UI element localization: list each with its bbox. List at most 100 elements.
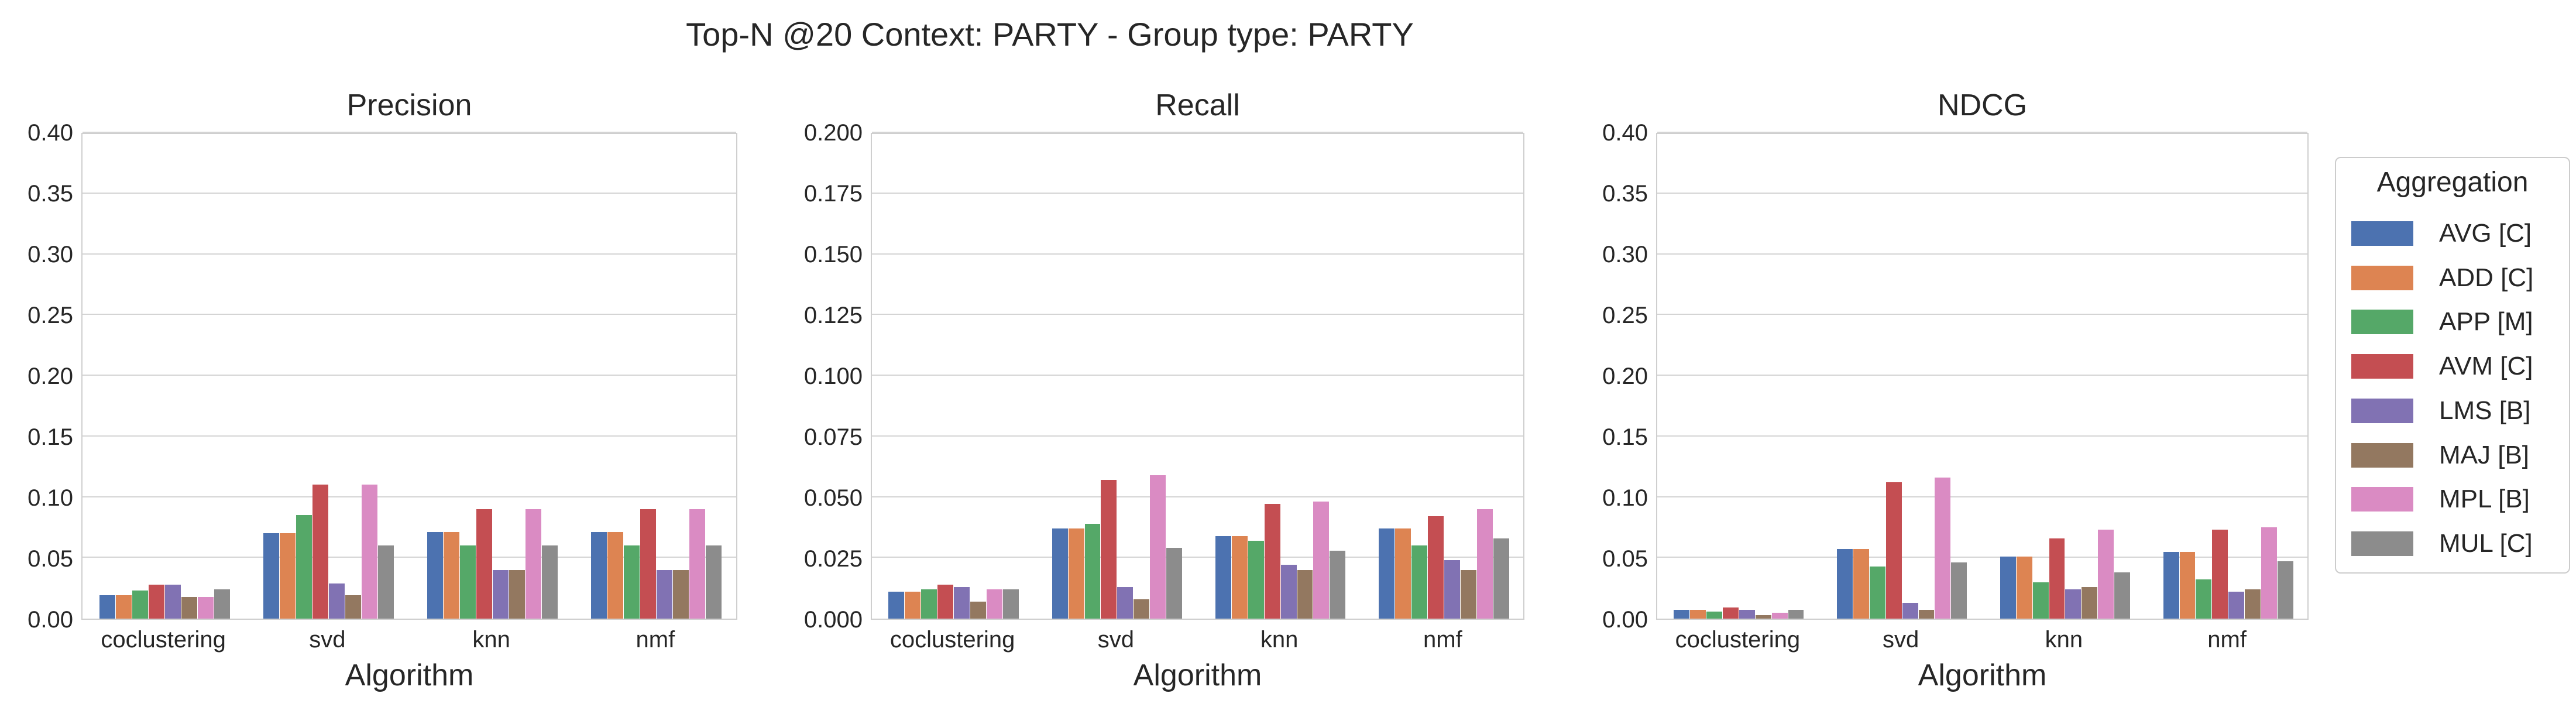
- legend-item: AVG [C]: [2351, 219, 2560, 248]
- bar: [263, 533, 279, 619]
- bar: [1248, 541, 1264, 619]
- bar: [905, 592, 921, 619]
- bar: [2065, 589, 2082, 619]
- y-tick-label: 0.00: [1602, 607, 1648, 633]
- figure-title: Top-N @20 Context: PARTY - Group type: P…: [686, 16, 1414, 53]
- bar: [1460, 570, 1476, 619]
- legend-item: ADD [C]: [2351, 263, 2560, 293]
- bar: [197, 597, 214, 619]
- bar: [460, 545, 476, 619]
- bar: [181, 597, 197, 619]
- gridline: [83, 253, 736, 255]
- gridline: [872, 557, 1523, 558]
- bar: [2277, 561, 2293, 619]
- bar: [164, 585, 181, 619]
- bar: [1444, 560, 1460, 619]
- chart-title: Precision: [346, 88, 472, 122]
- bar: [937, 585, 954, 619]
- bar: [1166, 548, 1183, 619]
- x-tick-label: svd: [309, 627, 346, 653]
- gridline: [1657, 435, 2307, 437]
- legend-item-label: MAJ [B]: [2439, 440, 2530, 469]
- bar: [2082, 587, 2098, 619]
- bar: [525, 509, 542, 619]
- gridline: [872, 192, 1523, 194]
- bar: [2179, 552, 2196, 619]
- legend-item-label: AVM [C]: [2439, 352, 2533, 381]
- bar: [279, 533, 296, 619]
- bar: [296, 515, 312, 619]
- bar: [2196, 579, 2212, 619]
- gridline: [872, 496, 1523, 497]
- chart-title: Recall: [1155, 88, 1240, 122]
- y-tick-label: 0.25: [28, 303, 73, 328]
- bar: [888, 592, 905, 619]
- bar: [986, 589, 1002, 619]
- bar: [1084, 524, 1101, 619]
- legend-items: AVG [C] ADD [C] APP [M] AVM [C] LMS [B] MAJ […: [2351, 219, 2560, 558]
- bar: [1476, 509, 1493, 619]
- y-tick-label: 0.20: [1602, 363, 1648, 389]
- x-tick-label: coclustering: [101, 627, 226, 653]
- bar: [591, 532, 607, 619]
- legend-title: Aggregation: [2376, 167, 2529, 198]
- gridline: [83, 435, 736, 437]
- y-tick-label: 0.000: [803, 607, 863, 633]
- bar: [1935, 478, 1951, 619]
- legend-item-label: MPL [B]: [2439, 485, 2530, 514]
- y-tick-label: 0.35: [28, 181, 73, 207]
- bar: [1215, 536, 1231, 619]
- y-tick-label: 0.175: [803, 181, 863, 207]
- gridline: [83, 496, 736, 497]
- x-axis-label: Algorithm: [1133, 658, 1262, 692]
- x-tick-label: nmf: [636, 627, 675, 653]
- y-tick-label: 0.15: [1602, 424, 1648, 450]
- bar: [1313, 502, 1330, 619]
- bar: [1837, 549, 1853, 619]
- bar: [1280, 565, 1297, 619]
- gridline: [83, 192, 736, 194]
- legend-item-label: APP [M]: [2439, 307, 2533, 337]
- x-axis-label: Algorithm: [345, 658, 474, 692]
- bar: [607, 532, 624, 619]
- legend-swatch: [2351, 221, 2413, 246]
- bar: [1411, 545, 1427, 619]
- bar: [493, 570, 509, 619]
- bar: [657, 570, 673, 619]
- legend-swatch: [2351, 354, 2413, 379]
- gridline: [83, 314, 736, 315]
- bar: [2016, 557, 2032, 619]
- gridline: [1657, 132, 2307, 133]
- legend-swatch: [2351, 310, 2413, 335]
- legend-swatch: [2351, 487, 2413, 512]
- x-axis-label: Algorithm: [1918, 658, 2047, 692]
- bar: [1739, 610, 1755, 619]
- y-tick-label: 0.025: [803, 546, 863, 572]
- legend-swatch: [2351, 265, 2413, 290]
- bar: [427, 532, 444, 619]
- y-tick-label: 0.40: [1602, 120, 1648, 146]
- legend-item: AVM [C]: [2351, 352, 2560, 381]
- legend-item-label: LMS [B]: [2439, 396, 2531, 425]
- bar: [2032, 582, 2049, 619]
- bar: [476, 509, 493, 619]
- legend-box: Aggregation AVG [C] ADD [C] APP [M] AVM [C]…: [2335, 157, 2570, 574]
- x-tick-label: svd: [1883, 627, 1919, 653]
- bar: [1068, 528, 1084, 619]
- gridline: [872, 132, 1523, 133]
- y-tick-label: 0.00: [28, 607, 73, 633]
- bar: [542, 545, 558, 619]
- x-tick-label: nmf: [2207, 627, 2247, 653]
- bar: [1902, 603, 1918, 619]
- gridline: [1657, 314, 2307, 315]
- bar: [1395, 528, 1411, 619]
- bar: [1706, 612, 1722, 619]
- y-tick-label: 0.200: [803, 120, 863, 146]
- bar: [1264, 504, 1280, 619]
- bar: [1951, 562, 1967, 619]
- legend-item-label: AVG [C]: [2439, 219, 2532, 248]
- bar: [2049, 538, 2065, 619]
- bar: [345, 595, 361, 619]
- y-tick-label: 0.10: [1602, 485, 1648, 511]
- y-tick-label: 0.075: [803, 424, 863, 450]
